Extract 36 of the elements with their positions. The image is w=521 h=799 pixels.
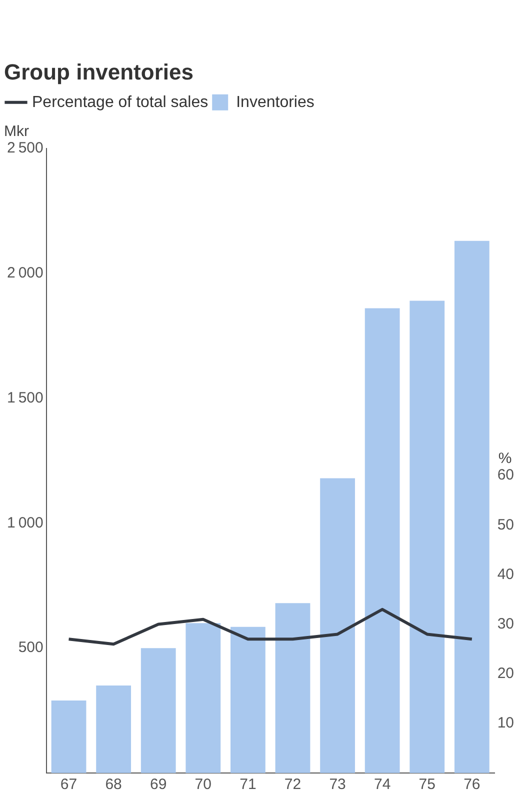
x-tick-label: 76 — [464, 776, 480, 794]
bar — [275, 603, 310, 773]
y-tick-label: 1 500 — [6, 389, 44, 406]
legend-label: Percentage of total sales — [32, 94, 208, 111]
y2-tick-label: 10 — [497, 714, 514, 732]
y2-tick-label: 30 — [497, 615, 514, 632]
x-tick-label: 74 — [374, 776, 391, 794]
bar — [410, 300, 445, 773]
bar — [454, 240, 490, 773]
bar — [96, 686, 132, 773]
x-tick-label: 69 — [150, 776, 167, 794]
bar — [364, 308, 400, 773]
x-tick-label: 73 — [329, 776, 346, 794]
legend-label: Inventories — [236, 94, 314, 111]
x-tick-label: 67 — [60, 776, 78, 794]
bar — [140, 648, 176, 773]
y2-tick-label: 40 — [497, 566, 514, 583]
y-axis-title: Mkr — [4, 123, 29, 140]
x-tick-label: 68 — [105, 776, 122, 794]
y-tick-label: 2 000 — [6, 264, 44, 282]
x-tick-label: 70 — [194, 776, 212, 794]
bar — [186, 623, 221, 773]
y2-axis-title: % — [498, 450, 512, 468]
y-tick-label: 500 — [18, 639, 44, 656]
x-tick-label: 72 — [284, 776, 302, 794]
bar — [320, 478, 355, 773]
chart-title: Group inventories — [4, 59, 194, 84]
x-tick-label: 75 — [418, 776, 436, 794]
y2-tick-label: 50 — [497, 516, 514, 534]
y2-tick-label: 60 — [497, 466, 514, 484]
bar — [51, 700, 86, 773]
y-tick-label: 2 500 — [6, 140, 44, 157]
bar — [230, 626, 266, 773]
y-tick-label: 1 000 — [6, 514, 44, 532]
y2-tick-label: 20 — [497, 665, 514, 682]
x-tick-label: 71 — [240, 776, 256, 794]
